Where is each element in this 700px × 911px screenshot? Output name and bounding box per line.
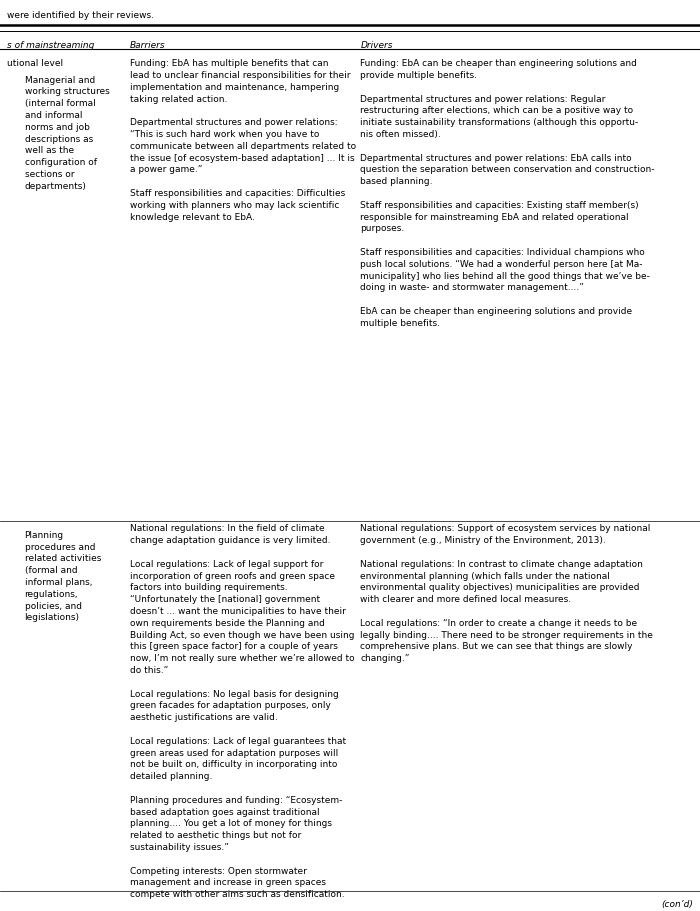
Text: s of mainstreaming: s of mainstreaming <box>7 41 94 50</box>
Text: (con’d): (con’d) <box>661 899 693 908</box>
Text: Funding: EbA can be cheaper than engineering solutions and
provide multiple bene: Funding: EbA can be cheaper than enginee… <box>360 59 655 328</box>
Text: Planning
procedures and
related activities
(formal and
informal plans,
regulatio: Planning procedures and related activiti… <box>25 530 101 621</box>
Text: National regulations: In the field of climate
change adaptation guidance is very: National regulations: In the field of cl… <box>130 524 354 898</box>
Text: Managerial and
working structures
(internal formal
and informal
norms and job
de: Managerial and working structures (inter… <box>25 76 109 190</box>
Text: National regulations: Support of ecosystem services by national
government (e.g.: National regulations: Support of ecosyst… <box>360 524 653 662</box>
Text: Drivers: Drivers <box>360 41 393 50</box>
Text: Funding: EbA has multiple benefits that can
lead to unclear financial responsibi: Funding: EbA has multiple benefits that … <box>130 59 356 221</box>
Text: Barriers: Barriers <box>130 41 165 50</box>
Text: utional level: utional level <box>7 59 63 68</box>
Text: were identified by their reviews.: were identified by their reviews. <box>7 11 154 20</box>
